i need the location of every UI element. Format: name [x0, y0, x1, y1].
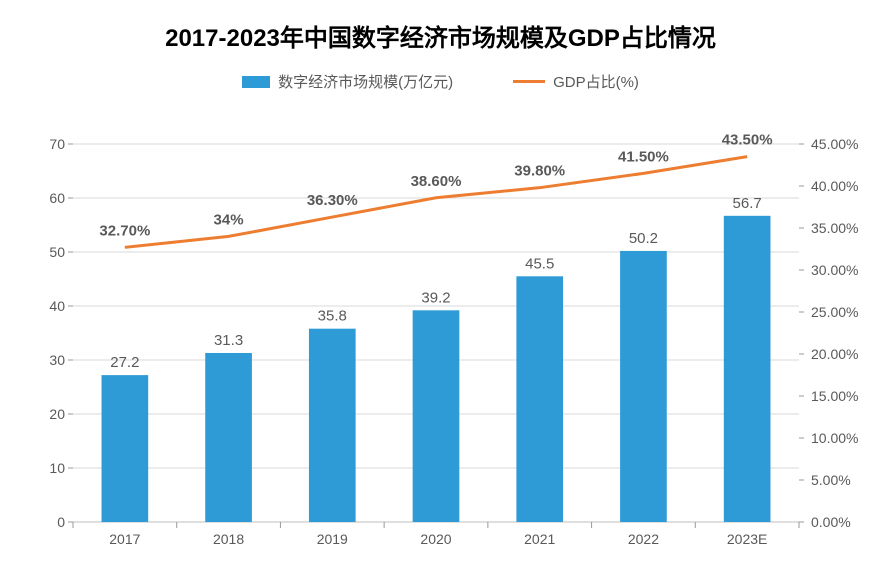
bar	[620, 251, 667, 522]
svg-text:30.00%: 30.00%	[811, 262, 858, 278]
svg-text:36.30%: 36.30%	[307, 192, 358, 209]
svg-text:27.2: 27.2	[110, 354, 139, 371]
svg-text:0.00%: 0.00%	[811, 514, 851, 530]
svg-text:35.00%: 35.00%	[811, 220, 858, 236]
svg-text:50: 50	[49, 244, 65, 260]
legend-label-bar: 数字经济市场规模(万亿元)	[278, 71, 453, 92]
svg-text:30: 30	[49, 352, 65, 368]
svg-text:25.00%: 25.00%	[811, 304, 858, 320]
svg-text:20.00%: 20.00%	[811, 346, 858, 362]
svg-text:2017: 2017	[109, 531, 140, 547]
legend-item-line: GDP占比(%)	[513, 71, 639, 92]
bar	[724, 216, 771, 522]
svg-text:50.2: 50.2	[629, 230, 658, 247]
svg-text:45.00%: 45.00%	[811, 136, 858, 152]
svg-text:0: 0	[57, 514, 65, 530]
svg-text:70: 70	[49, 136, 65, 152]
legend-label-line: GDP占比(%)	[553, 71, 639, 92]
svg-text:2022: 2022	[628, 531, 659, 547]
svg-text:2018: 2018	[213, 531, 244, 547]
svg-text:2023E: 2023E	[727, 531, 767, 547]
bar	[205, 353, 252, 522]
legend: 数字经济市场规模(万亿元) GDP占比(%)	[0, 71, 881, 92]
legend-swatch-line	[513, 80, 545, 83]
svg-text:35.8: 35.8	[318, 308, 347, 325]
svg-text:56.7: 56.7	[733, 195, 762, 212]
svg-text:2021: 2021	[524, 531, 555, 547]
svg-text:40.00%: 40.00%	[811, 178, 858, 194]
svg-text:60: 60	[49, 190, 65, 206]
svg-text:20: 20	[49, 406, 65, 422]
svg-text:10.00%: 10.00%	[811, 430, 858, 446]
svg-text:39.2: 39.2	[421, 289, 450, 306]
svg-text:15.00%: 15.00%	[811, 388, 858, 404]
bar	[413, 310, 460, 522]
bar	[102, 375, 149, 522]
chart-area: 0 10 20 30 40 50 60 70 0.00% 5.00% 10.00% 15.00% 20.…	[25, 112, 869, 554]
svg-text:32.70%: 32.70%	[99, 222, 150, 239]
svg-text:5.00%: 5.00%	[811, 472, 851, 488]
svg-text:40: 40	[49, 298, 65, 314]
svg-text:38.60%: 38.60%	[411, 173, 462, 190]
svg-text:45.5: 45.5	[525, 255, 554, 272]
legend-swatch-bar	[242, 76, 270, 88]
legend-item-bar: 数字经济市场规模(万亿元)	[242, 71, 453, 92]
svg-text:39.80%: 39.80%	[514, 163, 565, 180]
bar	[516, 276, 563, 522]
svg-text:31.3: 31.3	[214, 332, 243, 349]
svg-text:43.50%: 43.50%	[722, 132, 773, 149]
svg-text:2019: 2019	[317, 531, 348, 547]
svg-text:10: 10	[49, 460, 65, 476]
svg-text:2020: 2020	[420, 531, 451, 547]
svg-text:41.50%: 41.50%	[618, 148, 669, 165]
chart-title: 2017-2023年中国数字经济市场规模及GDP占比情况	[0, 0, 881, 53]
svg-text:34%: 34%	[214, 211, 244, 228]
chart-svg: 0 10 20 30 40 50 60 70 0.00% 5.00% 10.00% 15.00% 20.…	[25, 112, 869, 554]
bar	[309, 329, 356, 522]
